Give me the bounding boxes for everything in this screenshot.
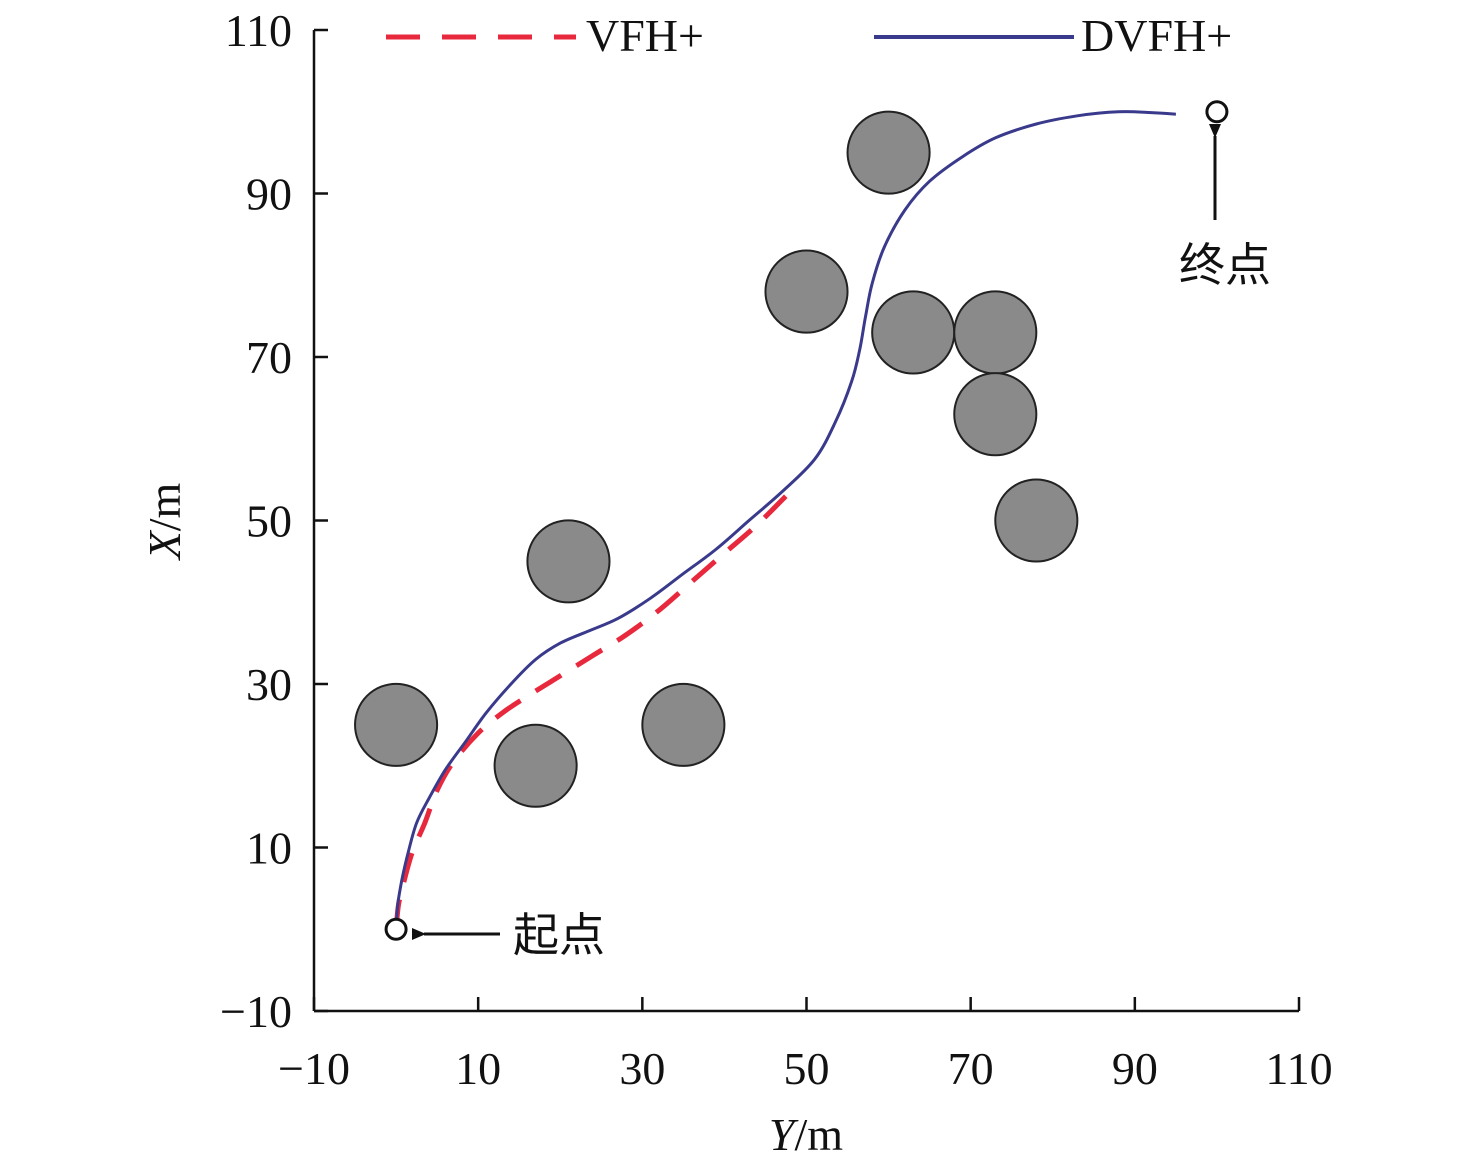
axes — [312, 30, 1299, 1013]
start-label: 起点 — [513, 908, 605, 962]
series-line-dvfh — [394, 110, 1177, 930]
legend-label-vfh: VFH+ — [586, 10, 704, 61]
obstacle-circle-6 — [846, 110, 931, 195]
start-marker — [384, 917, 408, 941]
y-tick-label: 70 — [246, 332, 292, 383]
obstacle-circle-4 — [641, 682, 726, 767]
obstacle-circle-9 — [953, 372, 1038, 457]
x-tick-label: 30 — [619, 1043, 665, 1094]
x-tick-label: 70 — [948, 1043, 994, 1094]
obstacle-circle-3 — [526, 519, 611, 604]
y-tick-label: 10 — [246, 823, 292, 874]
y-axis-var: X — [139, 529, 190, 561]
y-tick-label: 30 — [246, 659, 292, 710]
markers-layer — [384, 100, 1229, 941]
x-tick-label: 90 — [1112, 1043, 1158, 1094]
y-axis-title: X/m — [139, 482, 190, 561]
legend: VFH+ DVFH+ — [386, 10, 1232, 61]
goal-label: 终点 — [1179, 238, 1271, 292]
y-tick-label: 50 — [246, 496, 292, 547]
y-tick-label: 90 — [246, 169, 292, 220]
y-tick-label: −10 — [220, 986, 292, 1037]
obstacle-circle-5 — [764, 249, 849, 334]
obstacle-circle-1 — [354, 682, 439, 767]
x-tick-label: 110 — [1265, 1043, 1332, 1094]
x-tick-label: −10 — [278, 1043, 350, 1094]
legend-label-dvfh: DVFH+ — [1081, 10, 1232, 61]
ticks: −10 10 30 50 70 90 110 −10 10 30 50 70 90 110 — [220, 5, 1333, 1094]
y-axis-unit: /m — [139, 482, 190, 531]
series-layer — [393, 110, 1177, 930]
goal-marker — [1205, 100, 1229, 124]
x-axis-title: Y/m — [769, 1109, 843, 1160]
obstacle-circle-8 — [953, 290, 1038, 375]
x-tick-label: 50 — [784, 1043, 830, 1094]
obstacles-layer — [354, 110, 1079, 808]
series-line-vfh — [393, 490, 792, 930]
x-tick-label: 10 — [455, 1043, 501, 1094]
y-tick-label: 110 — [225, 5, 292, 56]
obstacle-circle-7 — [871, 290, 956, 375]
obstacle-circle-2 — [493, 723, 578, 808]
x-axis-var: Y — [769, 1109, 799, 1160]
x-axis-unit: /m — [795, 1109, 844, 1160]
obstacle-circle-10 — [994, 478, 1079, 563]
